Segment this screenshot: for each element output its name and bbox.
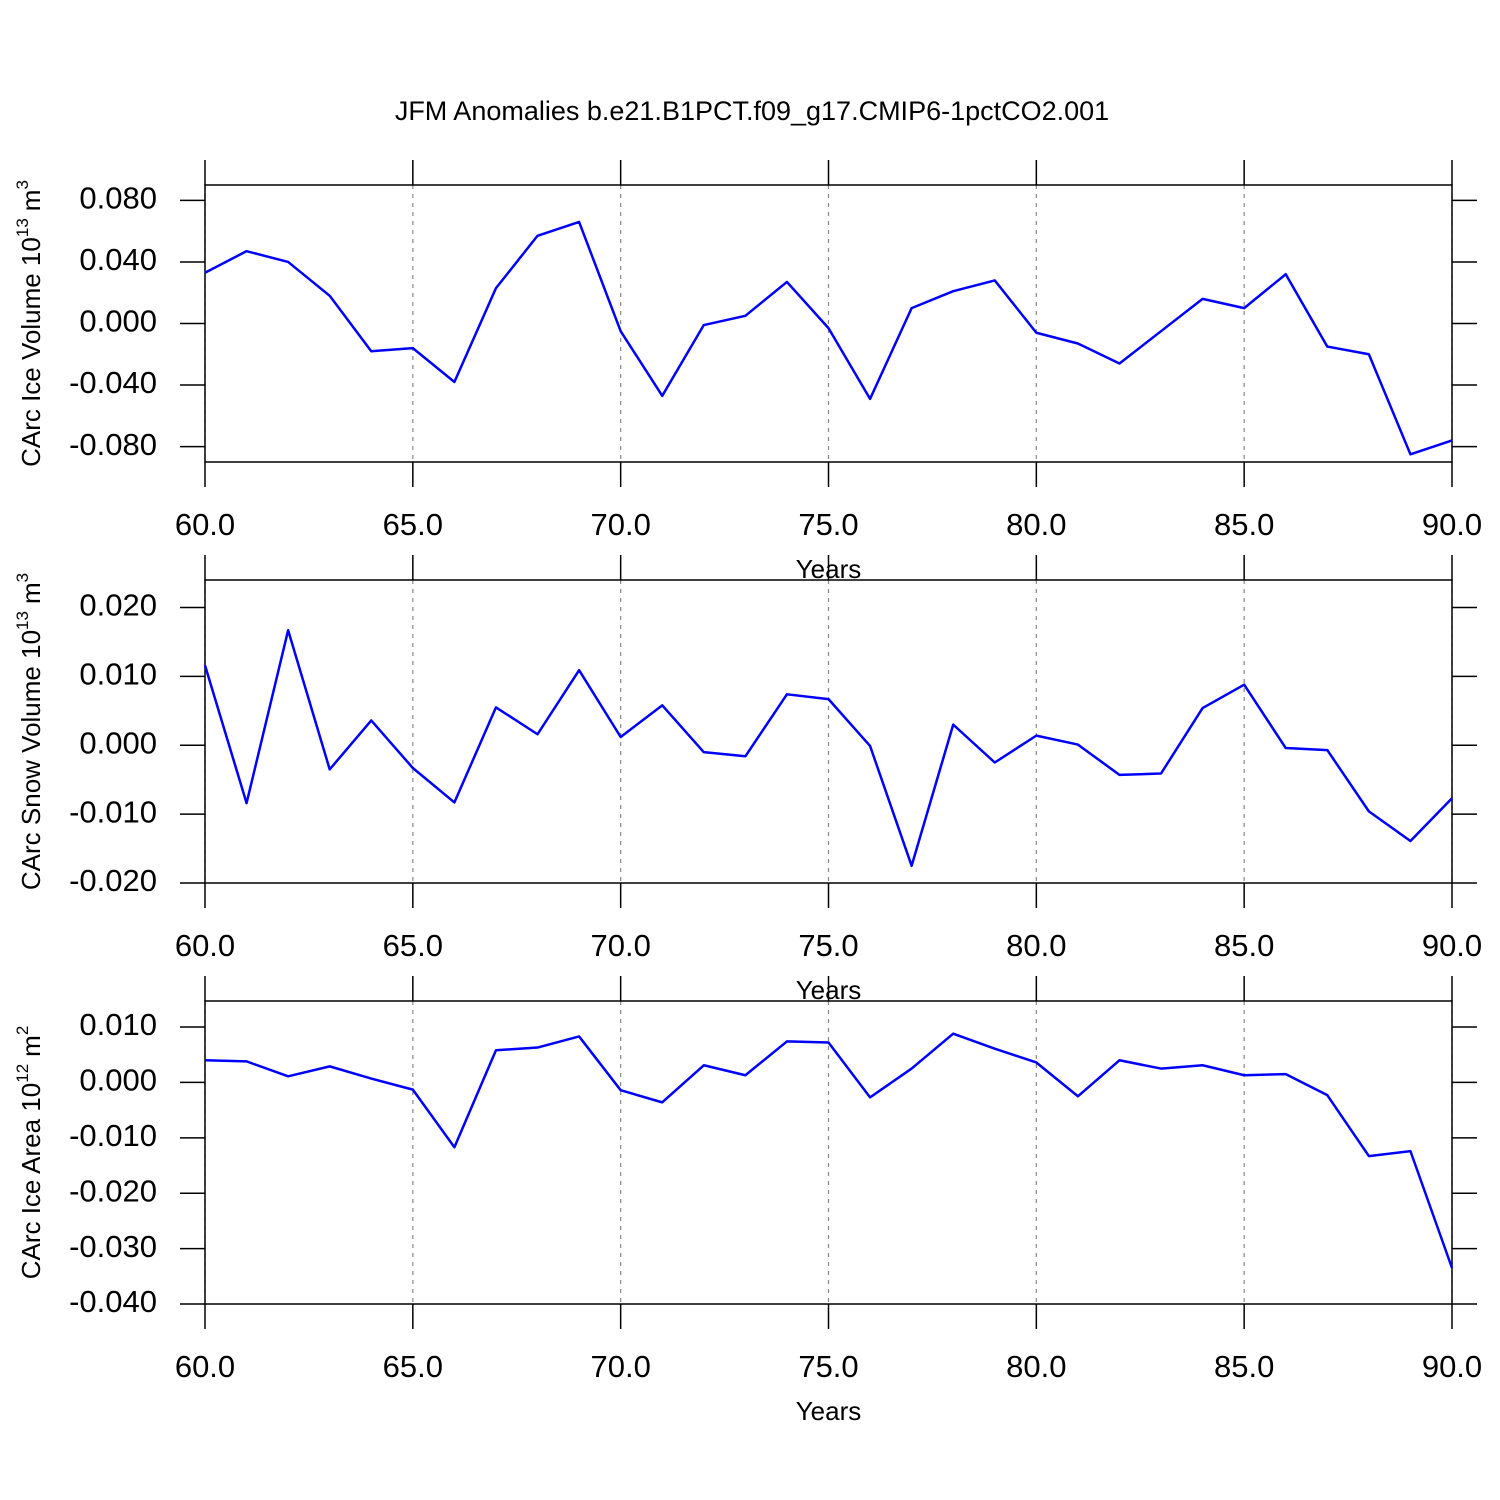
y-axis-label-exponent: 3 (13, 180, 32, 189)
x-tick-label: 65.0 (383, 507, 443, 542)
x-tick-label: 60.0 (175, 1349, 235, 1384)
x-tick-label: 90.0 (1422, 1349, 1482, 1384)
y-axis-label: CArc Ice Volume 1013 m3 (13, 180, 46, 467)
y-axis-label-part: CArc Snow Volume 10 (16, 630, 46, 890)
x-tick-label: 85.0 (1214, 928, 1274, 963)
x-tick-label: 65.0 (383, 1349, 443, 1384)
y-tick-label: -0.010 (69, 1118, 157, 1153)
y-tick-label: 0.000 (79, 725, 157, 760)
y-axis-label-exponent: 2 (13, 1026, 32, 1035)
y-tick-label: -0.080 (69, 427, 157, 462)
data-line (203, 629, 1453, 868)
y-axis-label-part: m (16, 582, 46, 604)
x-tick-label: 75.0 (798, 928, 858, 963)
y-axis-label: CArc Snow Volume 1013 m3 (13, 573, 46, 890)
y-tick-label: -0.030 (69, 1229, 157, 1264)
x-tick-label: 70.0 (590, 507, 650, 542)
y-tick-label: 0.020 (79, 588, 157, 623)
plot-frame (204, 184, 1453, 463)
x-tick-label: 80.0 (1006, 507, 1066, 542)
y-tick-label: -0.010 (69, 794, 157, 829)
y-axis-label-exponent: 12 (13, 1064, 32, 1083)
x-tick-label: 70.0 (590, 928, 650, 963)
x-tick-label: 75.0 (798, 1349, 858, 1384)
y-tick-label: 0.040 (79, 242, 157, 277)
x-tick-label: 80.0 (1006, 928, 1066, 963)
y-tick-label: -0.020 (69, 1173, 157, 1208)
x-tick-label: 90.0 (1422, 928, 1482, 963)
x-tick-label: 75.0 (798, 507, 858, 542)
x-tick-label: 85.0 (1214, 507, 1274, 542)
data-line (204, 1032, 1454, 1269)
y-tick-label: 0.010 (79, 1007, 157, 1042)
y-axis-label-exponent: 13 (13, 218, 32, 237)
y-tick-label: 0.010 (79, 657, 157, 692)
x-tick-label: 60.0 (175, 928, 235, 963)
x-tick-label: 90.0 (1422, 507, 1482, 542)
x-tick-label: 65.0 (383, 928, 443, 963)
plot-frame (204, 579, 1453, 884)
y-axis-label-exponent: 13 (13, 611, 32, 630)
y-tick-label: -0.040 (69, 1284, 157, 1319)
y-axis-label-part: CArc Ice Volume 10 (16, 237, 46, 467)
x-tick-label: 80.0 (1006, 1349, 1066, 1384)
y-tick-label: 0.000 (79, 304, 157, 339)
x-tick-label: 60.0 (175, 507, 235, 542)
figure-title: JFM Anomalies b.e21.B1PCT.f09_g17.CMIP6-… (395, 96, 1109, 126)
y-tick-label: -0.040 (69, 365, 157, 400)
data-line (204, 220, 1453, 456)
x-tick-label: 85.0 (1214, 1349, 1274, 1384)
y-axis-label-exponent: 3 (13, 573, 32, 582)
y-axis-label-part: m (16, 1035, 46, 1057)
y-tick-label: 0.080 (79, 181, 157, 216)
y-tick-label: -0.020 (69, 863, 157, 898)
y-axis-label: CArc Ice Area 1012 m2 (13, 1026, 46, 1280)
y-axis-label-part: CArc Ice Area 10 (16, 1083, 46, 1280)
x-tick-label: 70.0 (590, 1349, 650, 1384)
y-axis-label-part: m (16, 190, 46, 212)
y-tick-label: 0.000 (79, 1063, 157, 1098)
x-axis-label: Years (796, 1396, 862, 1426)
plot-frame (204, 1000, 1453, 1305)
